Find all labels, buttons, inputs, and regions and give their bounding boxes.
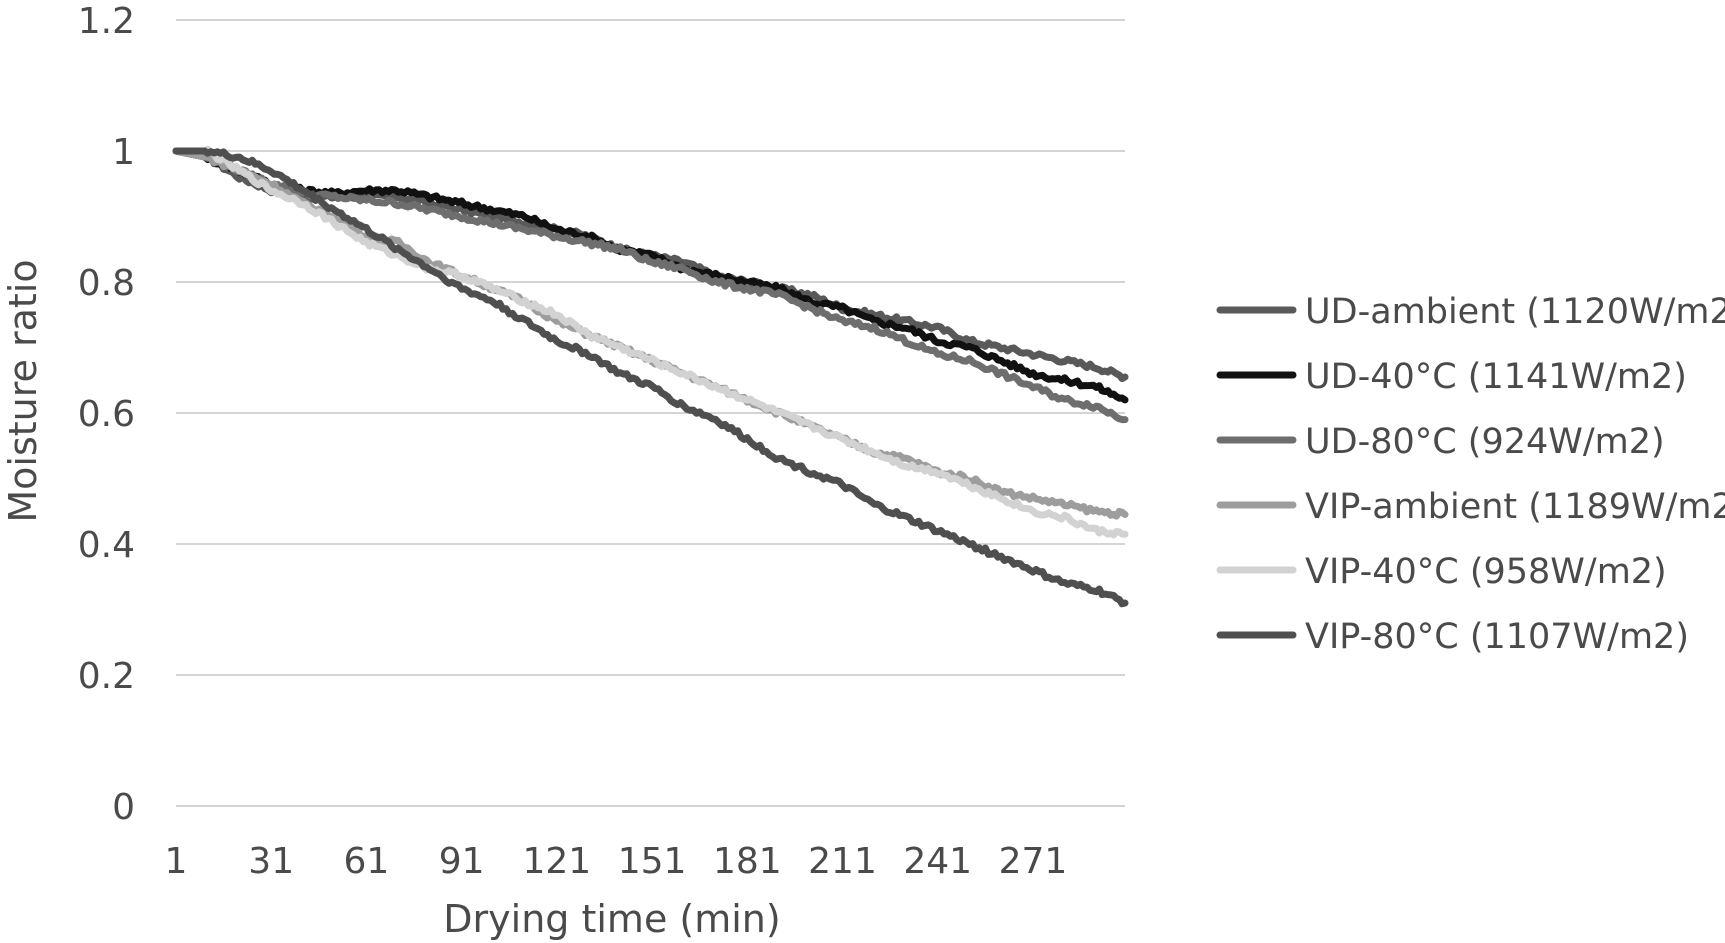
y-axis-tick-labels: 0 0.2 0.4 0.6 0.8 1 1.2 xyxy=(78,1,135,828)
y-tick-label: 0.4 xyxy=(78,525,135,566)
series-line xyxy=(172,147,1129,424)
x-tick-label: 61 xyxy=(344,841,390,882)
legend-label: UD-ambient (1120W/m2) xyxy=(1305,292,1725,332)
legend-item: VIP-ambient (1189W/m2) xyxy=(1216,487,1725,527)
legend-item: UD-40°C (1141W/m2) xyxy=(1216,357,1687,397)
y-tick-label: 0.2 xyxy=(78,656,135,697)
series-lines xyxy=(172,145,1129,608)
y-axis-label: Moisture ratio xyxy=(1,259,45,522)
series-line xyxy=(172,147,1129,520)
series-line xyxy=(172,147,1129,608)
x-tick-label: 151 xyxy=(618,841,687,882)
x-tick-label: 271 xyxy=(999,841,1068,882)
x-tick-label: 241 xyxy=(903,841,972,882)
x-tick-label: 1 xyxy=(165,841,188,882)
legend-label: UD-80°C (924W/m2) xyxy=(1305,422,1665,462)
series-line xyxy=(172,145,1129,539)
y-tick-label: 0.8 xyxy=(78,263,135,304)
y-tick-label: 1.2 xyxy=(78,1,135,42)
legend-label: VIP-ambient (1189W/m2) xyxy=(1305,487,1725,527)
legend-label: VIP-80°C (1107W/m2) xyxy=(1305,617,1689,657)
x-tick-label: 211 xyxy=(808,841,877,882)
gridlines xyxy=(176,19,1125,676)
legend-item: UD-ambient (1120W/m2) xyxy=(1216,292,1725,332)
y-tick-label: 1 xyxy=(112,132,135,173)
y-tick-label: 0 xyxy=(112,787,135,828)
legend-label: VIP-40°C (958W/m2) xyxy=(1305,552,1667,592)
x-tick-label: 121 xyxy=(523,841,592,882)
x-axis-tick-labels: 1 31 61 91 121 151 181 211 241 271 xyxy=(165,841,1068,882)
legend-item: VIP-80°C (1107W/m2) xyxy=(1216,617,1689,657)
legend-item: VIP-40°C (958W/m2) xyxy=(1216,552,1667,592)
y-tick-label: 0.6 xyxy=(78,394,135,435)
x-tick-label: 31 xyxy=(248,841,294,882)
legend: UD-ambient (1120W/m2) UD-40°C (1141W/m2) U… xyxy=(1216,292,1725,657)
legend-label: UD-40°C (1141W/m2) xyxy=(1305,357,1687,397)
legend-item: UD-80°C (924W/m2) xyxy=(1216,422,1665,462)
x-tick-label: 181 xyxy=(713,841,782,882)
x-axis-label: Drying time (min) xyxy=(443,897,780,941)
x-tick-label: 91 xyxy=(439,841,485,882)
